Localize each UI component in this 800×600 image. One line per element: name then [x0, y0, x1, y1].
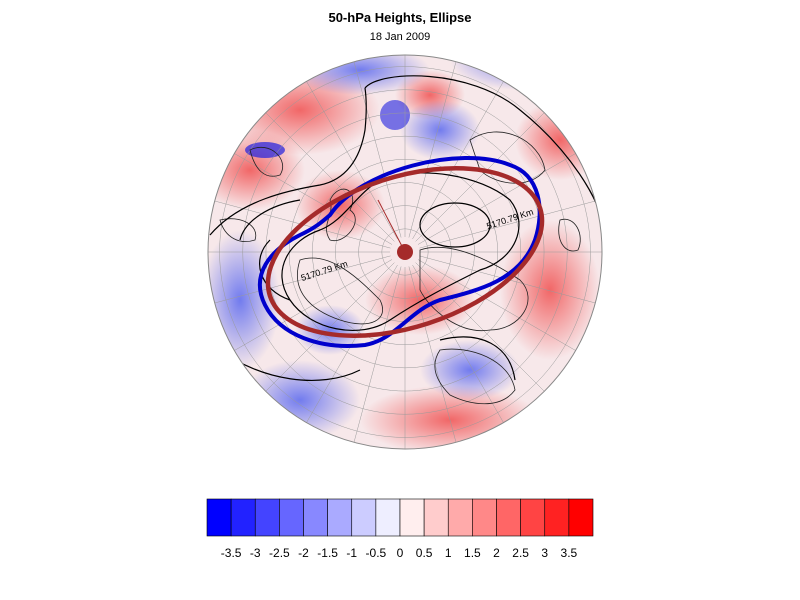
colorbar-tick-label: 3 — [541, 546, 548, 560]
colorbar-box — [351, 498, 377, 537]
meridian-line — [408, 266, 457, 443]
meridian-line — [306, 81, 398, 240]
colorbar-tick-label: 3.5 — [561, 546, 578, 560]
colorbar-box — [375, 498, 401, 537]
colorbar-box — [206, 498, 232, 537]
colorbar-tick-label: 1.5 — [464, 546, 481, 560]
fitted-ellipse — [265, 166, 545, 338]
colorbar-box — [447, 498, 473, 537]
meridian-line — [265, 112, 395, 242]
meridian-line — [408, 61, 457, 238]
highlight-contour — [258, 156, 542, 348]
meridian-line — [353, 266, 402, 443]
colorbar-box — [399, 498, 425, 537]
colorbar-tick-label: -1 — [346, 546, 357, 560]
meridian-line — [417, 153, 576, 245]
meridian-line — [415, 262, 545, 392]
colorbar-box — [568, 498, 594, 537]
colorbar-tick-label: -2 — [298, 546, 309, 560]
colorbar-box — [520, 498, 546, 537]
colorbar-box — [423, 498, 449, 537]
meridian-line — [415, 112, 545, 242]
ellipse-axis — [377, 199, 406, 253]
colorbar-box — [496, 498, 521, 537]
colorbar-tick-label: -0.5 — [366, 546, 387, 560]
colorbar-tick-label: 0.5 — [416, 546, 433, 560]
colorbar-tick-label: 0 — [397, 546, 404, 560]
colorbar-tick-label: 1 — [445, 546, 452, 560]
meridian-line — [214, 255, 391, 304]
map-date: 18 Jan 2009 — [369, 31, 431, 43]
colorbar-labels: -3.5 -3 -2.5 -2 -1.5 -1 -0.5 0 0.5 1 1.5 2 2.5 3 3.5 — [221, 546, 578, 560]
colorbar-tick-label: -2.5 — [269, 546, 290, 560]
meridian-line — [412, 264, 504, 423]
meridian-line — [417, 259, 576, 351]
colorbar-box — [544, 498, 570, 537]
colorbar-box — [279, 498, 304, 537]
colorbar-boxes — [206, 498, 594, 537]
map-boundary — [207, 54, 603, 450]
colorbar-tick-label: 2 — [493, 546, 500, 560]
colorbar-tick-label: -3.5 — [221, 546, 242, 560]
meridian-line — [234, 153, 393, 245]
colorbar-box — [327, 498, 353, 537]
colorbar-tick-label: -1.5 — [317, 546, 338, 560]
meridian-line — [353, 61, 402, 238]
colorbar-tick-label: -3 — [250, 546, 261, 560]
ellipse-center — [397, 244, 413, 260]
map-title: 50-hPa Heights, Ellipse — [328, 10, 472, 25]
colorbar-box — [230, 498, 256, 537]
meridian-line — [419, 200, 596, 249]
colorbar-box — [303, 498, 328, 537]
colorbar-tick-label: 2.5 — [512, 546, 529, 560]
meridian-line — [306, 264, 398, 423]
colorbar-box — [472, 498, 497, 537]
colorbar-box — [254, 498, 280, 537]
meridian-line — [234, 259, 393, 351]
